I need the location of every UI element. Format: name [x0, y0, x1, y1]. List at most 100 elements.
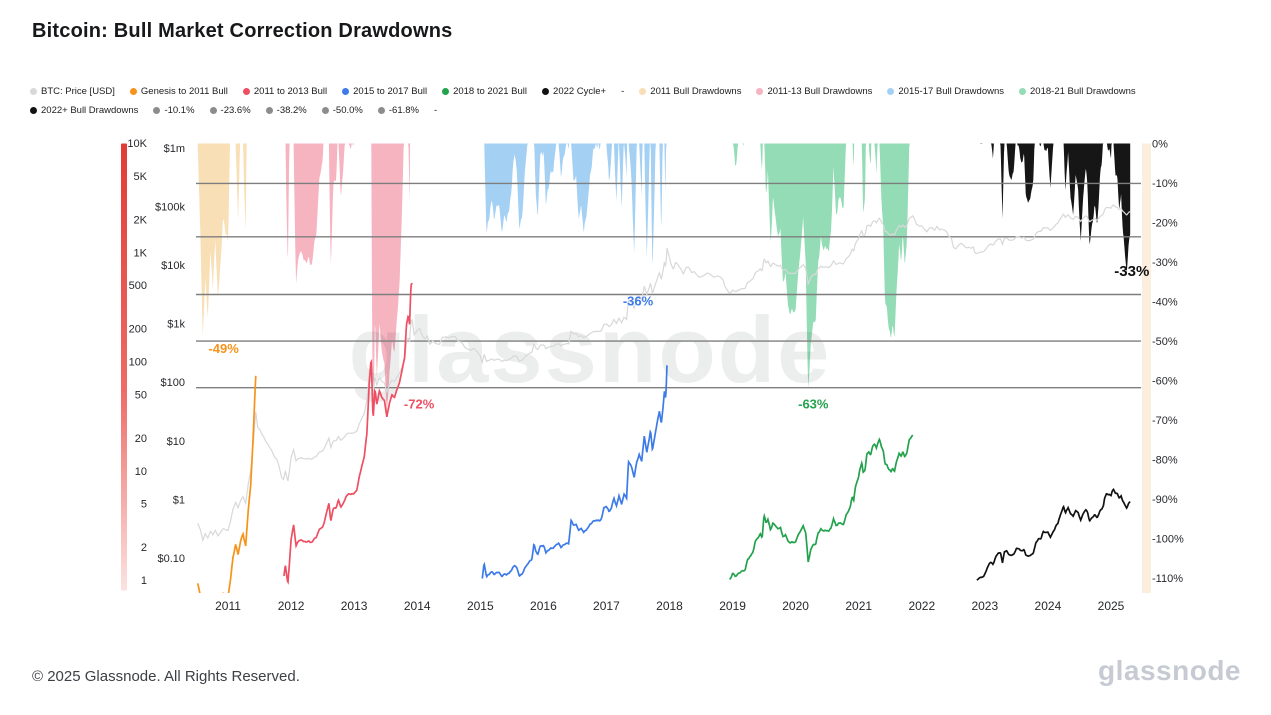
fib-threshold-lines [196, 182, 1141, 389]
drawdown-area-2018-to-2021-bull [729, 143, 913, 389]
legend-dot [30, 107, 37, 114]
year-axis-label: 2014 [404, 599, 431, 613]
multiple-axis-label: 500 [129, 280, 147, 292]
multiple-axis-label: 200 [129, 324, 147, 336]
legend-item-2011-bull-drawdowns[interactable]: 2011 Bull Drawdowns [639, 86, 741, 97]
annotation-72: -72% [404, 396, 435, 411]
multiple-axis-label: 1 [141, 575, 147, 587]
legend-label: Genesis to 2011 Bull [140, 86, 228, 97]
year-axis-label: 2016 [530, 599, 557, 613]
legend-dot [30, 88, 37, 95]
legend-dot [342, 88, 350, 95]
pct-axis-label: 0% [1152, 139, 1168, 151]
year-axis-label: 2013 [341, 599, 368, 613]
multiple-axis-label: 20 [135, 433, 147, 445]
year-axis-label: 2018 [656, 599, 683, 613]
legend-item-2011-13-bull-drawdowns[interactable]: 2011-13 Bull Drawdowns [756, 86, 872, 97]
multiple-axis-label: 5 [141, 499, 147, 511]
legend-dot [377, 107, 385, 114]
legend-label: 2015 to 2017 Bull [353, 86, 428, 97]
pct-axis-label: -60% [1152, 376, 1178, 388]
pct-axis-label: -50% [1152, 336, 1178, 348]
legend-item-10-1[interactable]: -10.1% [153, 105, 195, 116]
right-edge-band [1142, 143, 1151, 593]
legend-label: -10.1% [164, 105, 195, 116]
pct-axis-label: -110% [1152, 573, 1183, 585]
usd-axis-label: $100 [161, 377, 185, 389]
legend-dot [129, 88, 137, 95]
legend-dot [639, 88, 647, 95]
multiple-axis-label: 1K [134, 247, 148, 259]
price-lines [196, 204, 1131, 593]
usd-axis-label: $10k [161, 260, 185, 272]
year-axis-label: 2011 [215, 599, 241, 613]
legend-item-2015-17-bull-drawdowns[interactable]: 2015-17 Bull Drawdowns [887, 86, 1004, 97]
page-title: Bitcoin: Bull Market Correction Drawdown… [32, 20, 453, 42]
legend-item-2022-bull-drawdowns[interactable]: 2022+ Bull Drawdowns [30, 105, 138, 116]
legend-dot [542, 88, 550, 95]
legend-item-btc-price-usd[interactable]: BTC: Price [USD] [30, 86, 115, 97]
multiple-axis-label: 50 [135, 389, 147, 401]
year-axis-label: 2023 [971, 599, 998, 613]
left-gradient-bar [121, 143, 127, 591]
epoch-line-2011-to-2013-bull [283, 282, 413, 585]
legend-row-1: BTC: Price [USD] Genesis to 2011 Bull 2011… [30, 86, 1250, 97]
legend-label: -50.0% [332, 105, 363, 116]
multiple-axis-label: 10K [127, 138, 147, 150]
year-axis-label: 2022 [908, 599, 935, 613]
legend-dot [1019, 88, 1027, 95]
legend-label: - [433, 105, 438, 116]
drawdown-areas [197, 143, 1131, 415]
usd-axis-label: $10 [167, 436, 185, 448]
legend-item-2011-to-2013-bull[interactable]: 2011 to 2013 Bull [242, 86, 327, 97]
epoch-line-2018-to-2021-bull [729, 434, 914, 581]
legend-item-50-0[interactable]: -50.0% [321, 105, 363, 116]
btc-price-line [197, 204, 1131, 543]
legend-item-38-2[interactable]: -38.2% [265, 105, 307, 116]
drawdowns-chart-canvas[interactable]: glassnode-49%-72%-36%-63%-33%10K5K2K1K50… [0, 130, 1271, 630]
legend-dot [442, 88, 450, 95]
footer-copyright: © 2025 Glassnode. All Rights Reserved. [32, 668, 300, 685]
legend-dot [209, 107, 217, 114]
legend-dot [887, 88, 895, 95]
legend-label: -23.6% [220, 105, 251, 116]
legend-separator: - [621, 86, 624, 97]
pct-axis-label: -70% [1152, 415, 1178, 427]
pct-axis-label: -80% [1152, 455, 1178, 467]
multiple-axis-label: 2K [134, 214, 148, 226]
legend-item-2015-to-2017-bull[interactable]: 2015 to 2017 Bull [342, 86, 427, 97]
legend-label: 2022+ Bull Drawdowns [41, 105, 139, 116]
legend-dot [265, 107, 273, 114]
legend-item-23-6[interactable]: -23.6% [209, 105, 251, 116]
year-axis-label: 2017 [593, 599, 620, 613]
multiple-axis-label: 10 [135, 466, 147, 478]
epoch-line-2015-to-2017-bull [481, 365, 668, 579]
year-axis-label: 2021 [845, 599, 872, 613]
legend-separator: - [434, 105, 437, 116]
year-axis-label: 2020 [782, 599, 809, 613]
legend-dot [321, 107, 329, 114]
usd-axis-label: $1k [167, 319, 185, 331]
legend-label: 2011 Bull Drawdowns [650, 86, 742, 97]
legend-item-genesis-to-2011-bull[interactable]: Genesis to 2011 Bull [129, 86, 228, 97]
year-axis-label: 2024 [1035, 599, 1062, 613]
year-axis-label: 2025 [1098, 599, 1125, 613]
legend-label: 2018 to 2021 Bull [453, 86, 528, 97]
legend-item-2022-cycle[interactable]: 2022 Cycle+ [542, 86, 606, 97]
legend-item-61-8[interactable]: -61.8% [377, 105, 419, 116]
watermark-text: glassnode [349, 297, 832, 402]
legend-item-2018-to-2021-bull[interactable]: 2018 to 2021 Bull [442, 86, 527, 97]
annotation-63: -63% [798, 396, 829, 411]
epoch-line-2022-cycle [976, 487, 1131, 581]
legend-item-2018-21-bull-drawdowns[interactable]: 2018-21 Bull Drawdowns [1019, 86, 1136, 97]
legend-dot [756, 88, 764, 95]
annotation-49: -49% [208, 341, 239, 356]
axes: 10K 5K 2K 1K 500 200 100 50 20 10 5 2 1 $1m $100k $10k $… [127, 138, 1184, 613]
annotation-33: -33% [1114, 263, 1149, 280]
multiple-axis-label: 2 [141, 542, 147, 554]
usd-axis-label: $1m [164, 143, 185, 155]
legend-label: 2018-21 Bull Drawdowns [1030, 86, 1136, 97]
legend: BTC: Price [USD] Genesis to 2011 Bull 2011… [30, 86, 1250, 124]
glassnode-logo[interactable]: glassnode [1098, 655, 1241, 686]
year-axis-label: 2012 [278, 599, 305, 613]
